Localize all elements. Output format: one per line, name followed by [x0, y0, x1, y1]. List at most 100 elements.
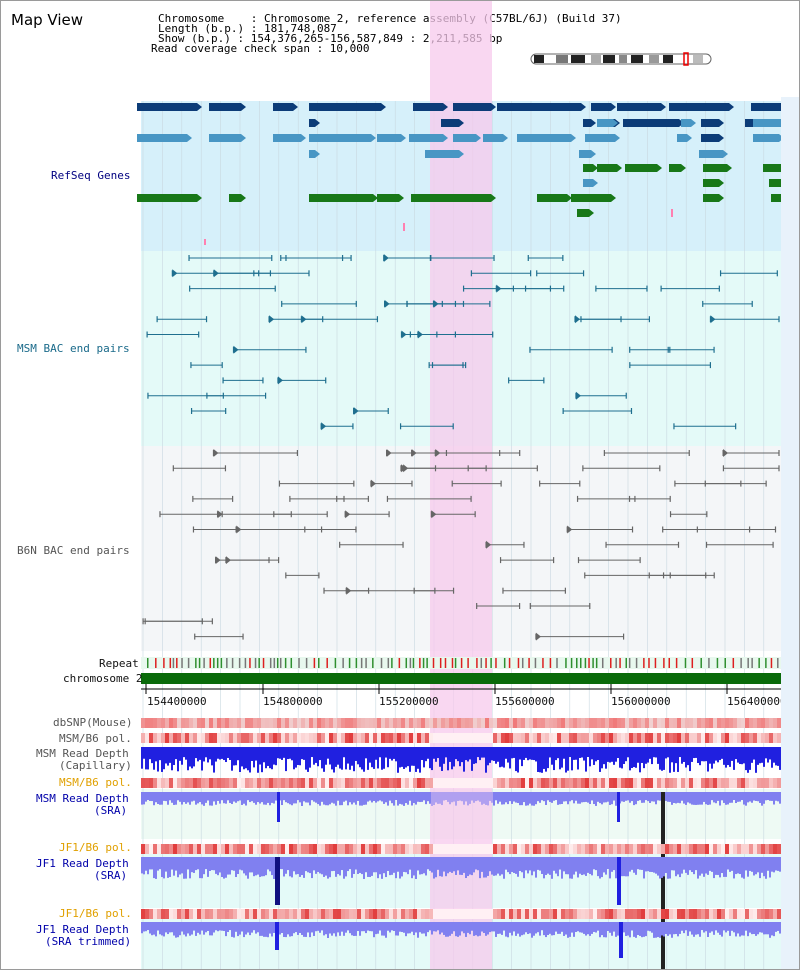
refseq-genes-track[interactable]: [137, 103, 788, 245]
heat-cell: [153, 909, 157, 919]
depth-bar: [197, 857, 199, 870]
chromosome-ideogram[interactable]: [530, 52, 712, 66]
depth-bar: [217, 922, 219, 932]
heat-cell: [249, 733, 253, 743]
repeat-mark: [495, 658, 497, 668]
depth-bar: [715, 922, 717, 931]
depth-bar: [293, 857, 295, 872]
depth-bar: [761, 747, 763, 763]
depth-bar: [219, 922, 221, 931]
heat-cell: [373, 844, 377, 854]
track-label-refseq[interactable]: RefSeq Genes: [51, 169, 131, 182]
heat-cell: [533, 844, 537, 854]
depth-bar: [507, 747, 509, 763]
depth-bar: [645, 792, 647, 801]
depth-bar: [245, 922, 247, 935]
track-label-b6n-bac[interactable]: B6N BAC end pairs: [17, 544, 130, 557]
depth-bar: [161, 792, 163, 805]
repeat-mark: [276, 658, 279, 668]
depth-bar: [457, 857, 459, 871]
heat-cell: [385, 733, 389, 743]
depth-bar: [175, 792, 177, 805]
track-label-msm-bac[interactable]: MSM BAC end pairs: [17, 342, 130, 355]
gene-strand-arrow: [443, 134, 448, 142]
depth-bar: [571, 792, 573, 801]
heat-cell: [757, 844, 761, 854]
repeat-mark: [700, 658, 702, 668]
gene-feature: [681, 119, 691, 127]
depth-bar: [281, 747, 283, 760]
depth-bar: [255, 747, 257, 761]
heat-cell: [373, 718, 377, 728]
depth-bar: [603, 857, 605, 873]
repeat-mark: [372, 658, 374, 668]
heat-cell: [189, 733, 193, 743]
depth-bar: [421, 792, 423, 802]
depth-bar: [289, 922, 291, 937]
depth-bar: [613, 922, 615, 932]
heat-cell: [653, 909, 657, 919]
depth-bar: [537, 922, 539, 933]
depth-bar: [307, 922, 309, 933]
depth-bar: [449, 922, 451, 936]
depth-bar: [511, 792, 513, 804]
depth-bar: [145, 857, 147, 871]
heat-cell: [409, 844, 413, 854]
depth-bar: [625, 922, 627, 936]
depth-bar: [643, 857, 645, 879]
bac-arrow: [213, 269, 219, 278]
depth-bar: [489, 857, 491, 872]
depth-bar: [261, 792, 263, 803]
depth-bar: [543, 857, 545, 879]
repeat-track[interactable]: [141, 657, 781, 669]
depth-bar: [631, 747, 633, 768]
heat-cell: [225, 909, 229, 919]
depth-bar: [423, 922, 425, 934]
repeat-mark: [262, 658, 265, 668]
depth-bar: [281, 792, 283, 806]
depth-bar: [725, 747, 727, 768]
heat-cell: [773, 733, 777, 743]
depth-bar: [277, 747, 279, 759]
heat-cell: [613, 909, 617, 919]
heat-cell: [481, 718, 485, 728]
heat-cell: [577, 909, 581, 919]
depth-bar: [285, 857, 287, 874]
gene-feature: [577, 209, 589, 217]
depth-bar: [515, 922, 517, 936]
heat-cell: [713, 778, 717, 788]
depth-bar: [657, 747, 659, 764]
heat-cell: [637, 909, 641, 919]
heat-cell: [593, 733, 597, 743]
b6n-bac-track[interactable]: [142, 449, 780, 641]
gene-strand-arrow: [315, 150, 320, 158]
depth-bar: [547, 747, 549, 769]
heat-cell: [497, 778, 501, 788]
heat-cell: [193, 778, 197, 788]
quantitative-tracks[interactable]: [141, 718, 781, 969]
depth-bar: [557, 747, 559, 759]
repeat-mark: [648, 658, 650, 668]
depth-bar: [731, 792, 733, 803]
gene-marker: [671, 209, 673, 217]
heat-cell: [273, 844, 277, 854]
heat-cell: [301, 909, 305, 919]
msm-bac-track[interactable]: [146, 254, 780, 431]
depth-bar: [393, 922, 395, 931]
heat-cell: [249, 909, 253, 919]
depth-bar: [599, 747, 601, 772]
depth-bar: [505, 747, 507, 759]
bac-arrow: [353, 407, 359, 415]
gene-feature: [597, 164, 617, 172]
heat-cell: [513, 778, 517, 788]
heat-cell: [653, 733, 657, 743]
chromosome-bar[interactable]: [141, 673, 781, 684]
depth-bar: [301, 747, 303, 760]
depth-bar: [701, 922, 703, 931]
depth-bar: [555, 857, 557, 874]
depth-bar: [193, 857, 195, 873]
bac-arrow: [386, 449, 392, 457]
heat-cell: [481, 778, 485, 788]
depth-bar: [673, 922, 675, 935]
